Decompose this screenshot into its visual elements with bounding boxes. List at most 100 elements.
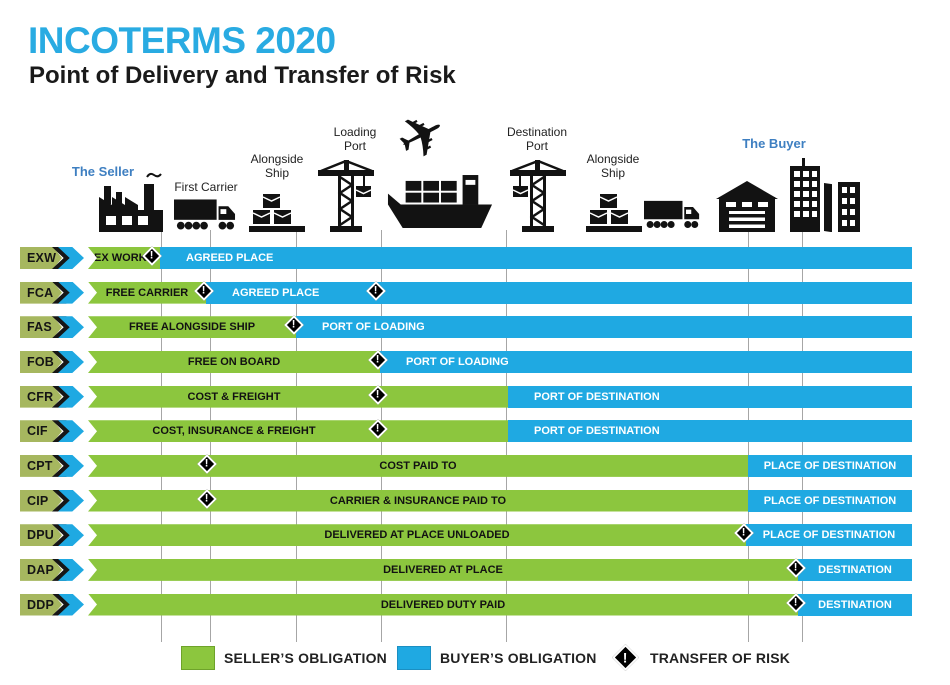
loading-crane-icon: [318, 160, 374, 232]
incoterm-row-DAP: DAP DELIVERED AT PLACE DESTINATION!: [0, 557, 950, 581]
seller-obligation-segment: COST PAID TO: [88, 454, 748, 477]
legend: SELLER’S OBLIGATION BUYER’S OBLIGATION !…: [0, 644, 950, 674]
incoterm-code: CIF: [20, 420, 62, 442]
chevron-arrow-icon: [58, 385, 84, 408]
buyer-obligation-segment: PLACE OF DESTINATION: [748, 489, 912, 512]
seller-obligation-label: SELLER’S OBLIGATION: [224, 650, 387, 666]
buyer-obligation-segment: PLACE OF DESTINATION: [746, 524, 912, 547]
seller-obligation-segment: COST, INSURANCE & FREIGHT: [88, 420, 508, 443]
the-seller-label: The Seller: [71, 164, 135, 179]
obligation-bar: COST & FREIGHT PORT OF DESTINATION!: [88, 384, 912, 408]
seller-obligation-segment: CARRIER & INSURANCE PAID TO: [88, 489, 748, 512]
incoterm-row-CFR: CFR COST & FREIGHT PORT OF DESTINATION!: [0, 384, 950, 408]
truck-icon: [174, 197, 236, 231]
seller-segment-label: DELIVERED AT PLACE: [383, 563, 503, 576]
buyer-obligation-segment: PORT OF LOADING: [296, 316, 912, 339]
seller-obligation-segment: FREE ALONGSIDE SHIP: [88, 316, 296, 339]
buyer-obligation-segment: DESTINATION: [798, 558, 912, 581]
incoterm-code: FAS: [20, 316, 62, 338]
incoterm-row-FAS: FAS FREE ALONGSIDE SHIP PORT OF LOADING!: [0, 315, 950, 339]
transfer-of-risk-label: TRANSFER OF RISK: [650, 650, 791, 666]
chevron-arrow-icon: [58, 350, 84, 373]
destination-port-label: Destination Port: [506, 125, 568, 154]
smoke-icon: [146, 170, 162, 179]
buyer-obligation-segment: PLACE OF DESTINATION: [748, 454, 912, 477]
obligation-bar: DELIVERED DUTY PAID DESTINATION!: [88, 592, 912, 616]
incoterm-row-DPU: DPU DELIVERED AT PLACE UNLOADED PLACE OF D…: [0, 523, 950, 547]
the-buyer-label: The Buyer: [742, 136, 806, 151]
seller-obligation-segment: DELIVERED AT PLACE UNLOADED: [88, 524, 746, 547]
buyer-obligation-segment: PORT OF LOADING: [380, 350, 912, 373]
transfer-of-risk-icon: !: [612, 644, 639, 671]
obligation-bar: CARRIER & INSURANCE PAID TO PLACE OF DEST…: [88, 488, 912, 512]
chevron-arrow-icon: [58, 420, 84, 443]
buyer-obligation-segment: AGREED PLACE: [206, 281, 912, 304]
incoterm-row-FCA: FCA FREE CARRIER AGREED PLACE!!: [0, 280, 950, 304]
incoterm-row-DDP: DDP DELIVERED DUTY PAID DESTINATION!: [0, 592, 950, 616]
pallet-boxes-icon-2: [586, 190, 642, 232]
incoterm-code: EXW: [20, 247, 62, 269]
buyer-obligation-segment: DESTINATION: [798, 593, 912, 616]
incoterm-code: DDP: [20, 594, 62, 616]
incoterm-row-EXW: EXW EX WORKS AGREED PLACE!: [0, 246, 950, 269]
seller-segment-label: CARRIER & INSURANCE PAID TO: [329, 494, 507, 507]
seller-segment-label: COST, INSURANCE & FREIGHT: [152, 425, 316, 438]
chevron-arrow-icon: [58, 247, 84, 269]
seller-segment-label: FREE ALONGSIDE SHIP: [128, 321, 256, 334]
buyer-obligation-segment: AGREED PLACE: [160, 247, 912, 269]
seller-obligation-segment: COST & FREIGHT: [88, 385, 508, 408]
buildings-icon: [788, 158, 864, 232]
obligation-bar: EX WORKS AGREED PLACE!: [88, 246, 912, 269]
warehouse-icon: [716, 180, 778, 232]
obligation-bar: FREE ALONGSIDE SHIP PORT OF LOADING!: [88, 315, 912, 339]
incoterm-row-CPT: CPT COST PAID TO PLACE OF DESTINATION!: [0, 453, 950, 477]
truck-icon-2: [644, 198, 700, 230]
chevron-arrow-icon: [58, 316, 84, 339]
seller-obligation-segment: FREE CARRIER: [88, 281, 206, 304]
incoterm-code: CIP: [20, 490, 62, 512]
incoterm-row-CIP: CIP CARRIER & INSURANCE PAID TO PLACE OF D…: [0, 488, 950, 512]
page-subtitle: Point of Delivery and Transfer of Risk: [29, 62, 456, 89]
incoterm-code: FOB: [20, 351, 62, 373]
obligation-bar: DELIVERED AT PLACE DESTINATION!: [88, 557, 912, 581]
chevron-arrow-icon: [58, 558, 84, 581]
destination-crane-icon: [510, 160, 566, 232]
buyer-obligation-segment: PORT OF DESTINATION: [508, 420, 912, 443]
seller-obligation-swatch: [181, 646, 215, 670]
incoterm-row-FOB: FOB FREE ON BOARD PORT OF LOADING!: [0, 350, 950, 373]
alongside-ship-1-label: Alongside Ship: [250, 152, 304, 181]
seller-segment-label: COST & FREIGHT: [187, 390, 281, 403]
buyer-segment-label: PORT OF LOADING: [322, 321, 425, 334]
incoterm-code: CFR: [20, 386, 62, 408]
buyer-obligation-label: BUYER’S OBLIGATION: [440, 650, 597, 666]
loading-port-label: Loading Port: [333, 125, 377, 154]
seller-segment-label: DELIVERED DUTY PAID: [380, 598, 506, 611]
obligation-bar: COST, INSURANCE & FREIGHT PORT OF DESTINA…: [88, 419, 912, 443]
buyer-segment-label: DESTINATION: [818, 598, 892, 611]
chevron-arrow-icon: [58, 593, 84, 616]
chevron-arrow-icon: [58, 524, 84, 547]
buyer-segment-label: AGREED PLACE: [232, 286, 320, 299]
seller-obligation-segment: DELIVERED DUTY PAID: [88, 593, 798, 616]
buyer-obligation-swatch: [397, 646, 431, 670]
incoterm-code: CPT: [20, 455, 62, 477]
seller-obligation-segment: FREE ON BOARD: [88, 350, 380, 373]
seller-segment-label: FREE CARRIER: [105, 286, 189, 299]
obligation-bar: FREE ON BOARD PORT OF LOADING!: [88, 350, 912, 373]
buyer-segment-label: PORT OF LOADING: [406, 355, 509, 368]
pallet-boxes-icon: [248, 190, 306, 232]
seller-segment-label: EX WORKS: [94, 252, 154, 264]
obligation-bar: COST PAID TO PLACE OF DESTINATION!: [88, 453, 912, 477]
buyer-segment-label: PORT OF DESTINATION: [534, 390, 660, 403]
chevron-arrow-icon: [58, 454, 84, 477]
obligation-bar: DELIVERED AT PLACE UNLOADED PLACE OF DEST…: [88, 523, 912, 547]
first-carrier-label: First Carrier: [174, 180, 238, 194]
airplane-icon: ✈: [385, 96, 459, 177]
seller-obligation-segment: DELIVERED AT PLACE: [88, 558, 798, 581]
buyer-segment-label: PLACE OF DESTINATION: [762, 529, 896, 542]
buyer-obligation-segment: PORT OF DESTINATION: [508, 385, 912, 408]
seller-segment-label: COST PAID TO: [379, 459, 457, 472]
page-title: INCOTERMS 2020: [28, 20, 336, 61]
chevron-arrow-icon: [58, 489, 84, 512]
